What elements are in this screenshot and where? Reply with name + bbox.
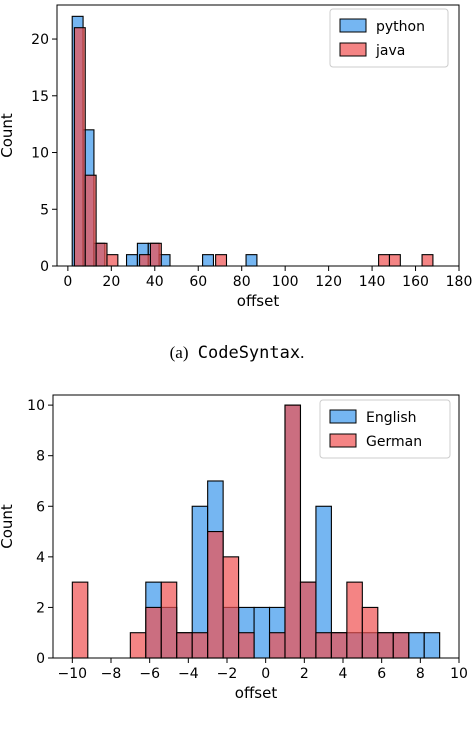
chart1-xtick-label-0: 0 xyxy=(63,274,72,290)
chart1-xtick-label-4: 80 xyxy=(233,274,251,290)
chart1-ytick-label-0: 0 xyxy=(40,259,49,275)
chart1-xtick-label-3: 60 xyxy=(189,274,207,290)
chart1-legend: python java xyxy=(329,8,449,68)
chart1-bar-java-9 xyxy=(421,254,434,267)
chart2-legend: English German xyxy=(319,399,451,459)
chart2-bar-german-5 xyxy=(191,632,209,659)
chart2-bar-german-7 xyxy=(222,556,240,659)
chart1-xtick-label-5: 100 xyxy=(272,274,299,290)
chart2-ytick-label-3: 6 xyxy=(36,499,45,515)
chart2-bar-german-14 xyxy=(346,581,363,659)
chart2-xaxis-label: offset xyxy=(235,684,278,702)
chart2-bar-german-16 xyxy=(377,632,394,659)
chart2-xtick-label-9: 8 xyxy=(416,666,425,682)
chart2-xtick-label-2: −6 xyxy=(139,666,160,682)
chart2-ytick-label-0: 0 xyxy=(36,651,45,667)
codesyntax-histogram: 0 20 40 60 80 100 120 140 160 180 0 5 10 15 20 offset Co… xyxy=(0,4,473,310)
chart1-bar-java-4 xyxy=(139,254,151,267)
chart2-bar-german-10 xyxy=(284,404,302,659)
chart2-legend-swatch-english xyxy=(329,409,357,424)
chart2-ytick-label-5: 10 xyxy=(27,398,45,414)
chart2-ytick-label-1: 2 xyxy=(36,600,45,616)
chart2-ytick-label-2: 4 xyxy=(36,550,45,566)
chart2-series-german xyxy=(71,404,410,659)
chart1-bar-java-3 xyxy=(106,254,119,267)
chart1-xtick-label-1: 20 xyxy=(102,274,120,290)
chart1-series-java xyxy=(73,27,434,267)
chart1-legend-swatch-java xyxy=(339,42,367,57)
chart2-xtick-label-0: −10 xyxy=(58,666,88,682)
chart2-bar-english-7 xyxy=(253,606,271,659)
chart1-yaxis-label: Count xyxy=(0,113,16,158)
chart1-xtick-label-9: 180 xyxy=(446,274,473,290)
chart1-xtick-label-6: 120 xyxy=(315,274,342,290)
chart2-ytick-label-4: 8 xyxy=(36,449,45,465)
chart2-bar-german-3 xyxy=(160,581,178,659)
chart2-bar-german-8 xyxy=(238,632,255,659)
chart2-legend-swatch-german xyxy=(329,433,357,448)
chart2-bar-german-12 xyxy=(315,632,332,659)
chart2-bar-german-1 xyxy=(129,632,147,659)
chart1-ytick-label-4: 20 xyxy=(31,32,49,48)
chart1-bar-java-5 xyxy=(149,242,162,267)
chart1-bar-python-3 xyxy=(125,254,138,267)
chart1-bar-java-1 xyxy=(84,174,97,267)
chart2-legend-label-german: German xyxy=(366,434,422,450)
chart2-bar-german-11 xyxy=(299,581,317,659)
chart1-legend-label-java: java xyxy=(375,43,405,59)
chart2-xtick-label-7: 4 xyxy=(339,666,348,682)
chart1-bar-java-2 xyxy=(95,242,108,267)
chart2-xtick-label-3: −4 xyxy=(178,666,199,682)
chart1-xaxis-label: offset xyxy=(237,292,280,310)
chart2-bar-english-18 xyxy=(423,632,441,659)
chart2-xtick-label-8: 6 xyxy=(377,666,386,682)
chart1-bar-python-8 xyxy=(245,254,258,267)
chart1-series-python xyxy=(71,15,258,267)
chart1-ytick-label-2: 10 xyxy=(31,146,49,162)
language-histogram: −10 −8 −6 −4 −2 0 2 4 6 8 10 0 2 4 6 8 10 offset Count Engl… xyxy=(0,394,468,702)
chart2-bar-german-17 xyxy=(392,632,410,659)
chart2-bar-german-15 xyxy=(361,606,379,659)
caption-a-name: CodeSyntax xyxy=(198,343,300,363)
chart2-xtick-label-4: −2 xyxy=(217,666,238,682)
chart1-bar-java-8 xyxy=(388,254,401,267)
chart1-ytick-label-3: 15 xyxy=(31,89,49,105)
chart2-xtick-label-5: 0 xyxy=(261,666,270,682)
chart2-bar-german-2 xyxy=(145,606,162,659)
caption-a: (a) CodeSyntax. xyxy=(170,343,305,363)
chart2-bar-german-6 xyxy=(207,531,224,659)
chart2-bar-german-13 xyxy=(330,632,348,659)
chart1-ytick-label-1: 5 xyxy=(40,202,49,218)
chart2-xtick-label-10: 10 xyxy=(450,666,468,682)
chart2-xtick-label-1: −8 xyxy=(101,666,122,682)
chart1-xtick-label-7: 140 xyxy=(359,274,386,290)
chart1-legend-label-python: python xyxy=(376,19,425,35)
chart2-yaxis-label: Count xyxy=(0,504,16,549)
chart1-bar-java-6 xyxy=(215,254,228,267)
chart2-bar-english-17 xyxy=(408,632,425,659)
caption-a-suffix: . xyxy=(300,343,304,362)
chart1-plot-frame xyxy=(56,4,460,267)
chart1-bar-java-7 xyxy=(378,254,391,267)
chart1-bar-python-7 xyxy=(202,254,215,267)
caption-a-prefix: (a) xyxy=(170,343,189,362)
chart2-bar-german-4 xyxy=(176,632,193,659)
chart1-xtick-label-8: 160 xyxy=(402,274,429,290)
chart2-plot-frame xyxy=(52,394,460,659)
chart2-legend-label-english: English xyxy=(366,410,417,426)
chart2-bar-german-9 xyxy=(268,632,286,659)
chart1-legend-swatch-python xyxy=(339,18,367,33)
chart1-xtick-label-2: 40 xyxy=(146,274,164,290)
chart1-bar-java-0 xyxy=(73,27,86,267)
chart2-bar-german-0 xyxy=(71,581,89,659)
chart2-xtick-label-6: 2 xyxy=(300,666,309,682)
